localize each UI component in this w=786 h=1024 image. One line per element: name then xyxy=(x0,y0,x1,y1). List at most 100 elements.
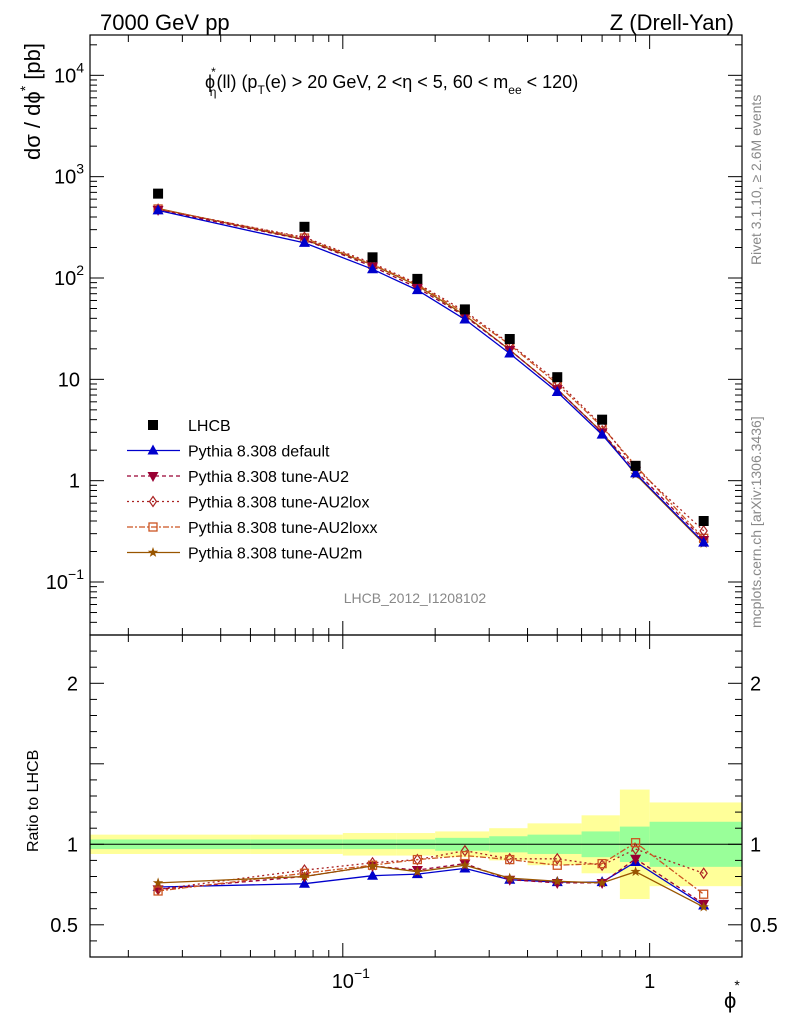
ratio-point-AU2m xyxy=(698,901,709,912)
point-data xyxy=(299,221,310,232)
point-data xyxy=(412,273,423,284)
x-axis-label-star: * xyxy=(734,977,740,993)
legend-marker-AU2 xyxy=(147,472,159,482)
ratio-point-default xyxy=(367,869,379,880)
legend: LHCB Pythia 8.308 default Pythia 8.308 tun… xyxy=(127,418,377,563)
ratio-y-tick-label-right: 2 xyxy=(750,673,761,695)
point-default xyxy=(298,236,310,247)
ratio-point-AU2m xyxy=(152,877,164,888)
ratio-point-default xyxy=(298,877,310,888)
point-default xyxy=(630,467,642,478)
plot-title-part2: (e) > 20 GeV, 2 <η < 5, 60 < m xyxy=(265,72,509,92)
ratio-point-AU2loxx xyxy=(597,858,607,869)
main-y-tick-label: 1 xyxy=(69,471,80,493)
ratio-y-tick-label-right: 0.5 xyxy=(750,915,778,937)
ratio-point-AU2loxx xyxy=(630,838,641,848)
series-line-AU2m xyxy=(157,207,705,544)
x-axis-label: ϕ* xyxy=(724,977,740,1013)
axis-tick-labels: 10−1 1 10 102 103 104 0.5 0.5 1 1 2 2 10−1 1 xyxy=(46,59,778,993)
ratio-point-AU2loxx xyxy=(412,854,423,865)
series-AU2lox xyxy=(153,203,708,537)
point-data xyxy=(153,188,164,199)
point-default xyxy=(596,428,608,439)
y-axis-label-main-star: * xyxy=(17,85,33,91)
point-default xyxy=(698,536,710,547)
ratio-point-AU2 xyxy=(630,854,642,865)
ratio-point-AU2m xyxy=(299,871,310,881)
legend-marker-data xyxy=(148,420,158,430)
analysis-watermark: LHCB_2012_I1208102 xyxy=(344,590,487,606)
mcplots-text: mcplots.cern.ch [arXiv:1306.3436] xyxy=(748,416,764,628)
point-default xyxy=(367,263,379,274)
plot-title-ee: ee xyxy=(508,83,522,97)
legend-entry-default: Pythia 8.308 default xyxy=(127,444,330,461)
point-data xyxy=(597,414,608,425)
ratio-series-AU2m xyxy=(152,859,709,912)
plot-title-phi: ϕ xyxy=(205,72,215,92)
legend-label-default: Pythia 8.308 default xyxy=(188,444,330,461)
point-data xyxy=(698,516,709,527)
point-data xyxy=(459,304,470,315)
ratio-point-AU2m xyxy=(459,859,471,870)
plot-title-star: * xyxy=(211,65,216,79)
point-AU2lox xyxy=(699,524,708,537)
y-axis-label-main-text: dσ / dϕ xyxy=(20,91,45,160)
ratio-line-AU2m xyxy=(158,864,704,908)
legend-entry-AU2: Pythia 8.308 tune-AU2 xyxy=(127,469,349,486)
series-default xyxy=(152,204,710,547)
main-y-tick-label: 103 xyxy=(54,161,84,189)
legend-marker-AU2m xyxy=(147,547,159,557)
legend-label-AU2m: Pythia 8.308 tune-AU2m xyxy=(188,546,362,563)
point-default xyxy=(152,204,164,215)
main-series-layer xyxy=(152,188,710,548)
ratio-y-tick-label: 1 xyxy=(67,834,78,856)
header-left: 7000 GeV pp xyxy=(100,10,230,35)
rivet-version-text: Rivet 3.1.10, ≥ 2.6M events xyxy=(748,95,764,265)
x-tick-label: 10−1 xyxy=(332,965,370,993)
ratio-y-tick-label: 0.5 xyxy=(50,915,78,937)
ratio-point-AU2m xyxy=(552,875,563,886)
ratio-line-AU2lox xyxy=(158,848,704,891)
ratio-point-AU2lox xyxy=(413,853,422,866)
legend-label-data: LHCB xyxy=(188,418,231,435)
legend-entry-AU2lox: Pythia 8.308 tune-AU2lox xyxy=(127,495,369,512)
ratio-point-AU2m xyxy=(630,866,641,877)
ratio-point-AU2loxx xyxy=(552,860,562,870)
legend-label-AU2lox: Pythia 8.308 tune-AU2lox xyxy=(188,495,369,512)
ratio-line-default xyxy=(158,861,705,907)
point-data xyxy=(367,252,378,263)
y-axis-label-main-unit: [pb] xyxy=(20,43,45,86)
ratio-line-AU2loxx xyxy=(158,841,705,895)
legend-label-AU2loxx: Pythia 8.308 tune-AU2loxx xyxy=(188,520,377,537)
x-tick-label: 1 xyxy=(644,971,655,993)
y-axis-label-main: dσ / dϕ* [pb] xyxy=(17,43,45,160)
plot-title-part3: < 120) xyxy=(522,72,579,92)
legend-marker-default xyxy=(147,444,159,455)
point-data xyxy=(630,460,641,471)
main-y-tick-label: 102 xyxy=(54,262,84,290)
ratio-series-AU2loxx xyxy=(153,838,709,899)
plot-title-part1: (ll) (p xyxy=(216,72,257,92)
point-default xyxy=(504,347,516,358)
series-data xyxy=(153,188,709,527)
series-line-AU2loxx xyxy=(157,208,705,539)
ratio-point-AU2lox xyxy=(631,843,640,856)
legend-entry-data: LHCB xyxy=(148,418,231,435)
point-default xyxy=(411,284,423,295)
y-axis-label-ratio: Ratio to LHCB xyxy=(25,750,42,852)
ratio-point-AU2m xyxy=(412,866,423,877)
header-right: Z (Drell-Yan) xyxy=(610,10,734,35)
plot-title: ϕ* η(ll) (pT(e) > 20 GeV, 2 <η < 5, 60 < … xyxy=(205,65,578,99)
series-line-default xyxy=(157,209,705,544)
ratio-series-layer xyxy=(152,838,710,912)
point-data xyxy=(552,372,563,383)
ratio-point-AU2lox xyxy=(699,867,708,880)
series-AU2loxx xyxy=(153,204,709,543)
legend-label-AU2: Pythia 8.308 tune-AU2 xyxy=(188,469,349,486)
point-default xyxy=(459,313,471,324)
ratio-point-AU2loxx xyxy=(460,850,470,861)
ratio-point-AU2loxx xyxy=(153,886,163,896)
main-y-tick-label: 10−1 xyxy=(46,566,84,594)
main-y-tick-label: 10 xyxy=(58,369,80,391)
